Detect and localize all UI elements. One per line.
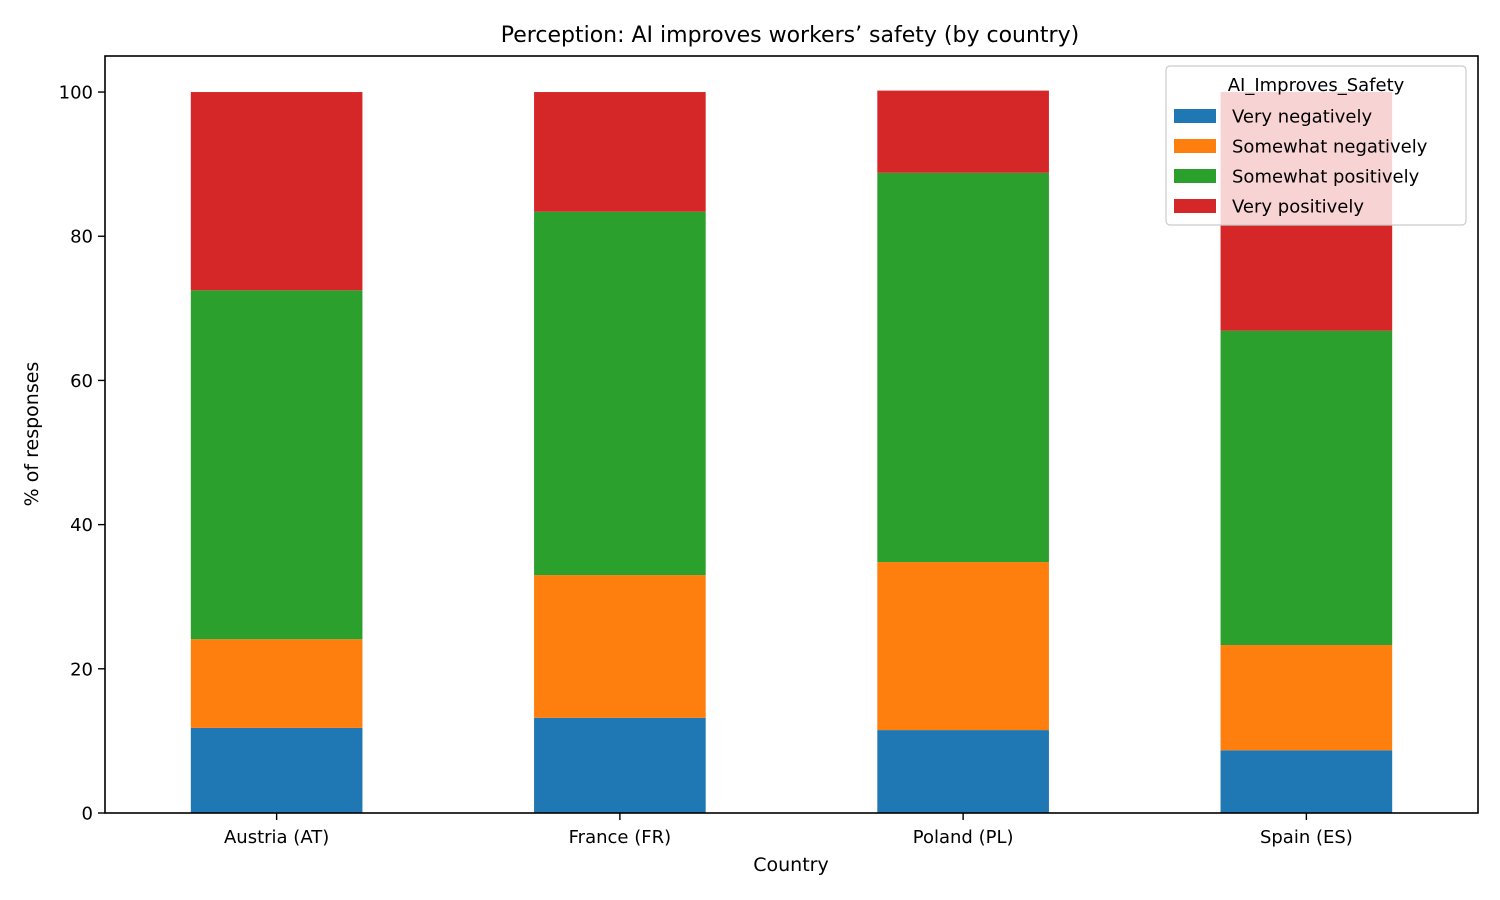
legend: AI_Improves_Safety Very negatively Somewh… [1165, 65, 1467, 226]
bar-segment [1220, 330, 1393, 646]
x-tick-label: France (FR) [569, 827, 671, 848]
legend-swatch [1174, 139, 1216, 153]
bar-segment [1220, 750, 1393, 813]
bar-segment [1220, 645, 1393, 751]
x-axis-label: Country [753, 854, 828, 876]
bar-segment [534, 717, 706, 813]
y-tick-label: 60 [70, 371, 93, 392]
y-tick-label: 0 [82, 804, 93, 825]
bar-segment [190, 727, 363, 813]
y-axis-label: % of responses [21, 362, 43, 507]
bar-segment [534, 92, 706, 212]
legend-items: Very negatively Somewhat negatively Somewh… [1174, 107, 1428, 218]
y-tick-label: 20 [70, 659, 93, 680]
y-tick-label: 40 [70, 515, 93, 536]
legend-swatch [1174, 169, 1216, 183]
legend-label: Very positively [1232, 197, 1364, 218]
x-axis: Austria (AT) France (FR) Poland (PL) Spain … [224, 813, 1353, 848]
bar-segment [190, 290, 363, 640]
y-tick-label: 80 [70, 227, 93, 248]
bar-segment [534, 575, 706, 718]
bar-segment [877, 562, 1049, 731]
legend-label: Somewhat negatively [1232, 137, 1428, 158]
legend-label: Somewhat positively [1232, 167, 1420, 188]
bar-segment [190, 92, 363, 291]
x-tick-label: Spain (ES) [1260, 827, 1353, 848]
y-tick-label: 100 [59, 83, 93, 104]
bar-segment [877, 172, 1049, 563]
plot-frame [104, 55, 1479, 814]
chart-title: Perception: AI improves workers’ safety … [501, 23, 1079, 48]
legend-swatch [1174, 109, 1216, 123]
bars-layer [190, 90, 1393, 813]
x-tick-label: Austria (AT) [224, 827, 329, 848]
bar-segment [877, 90, 1049, 173]
legend-swatch [1174, 199, 1216, 213]
x-tick-label: Poland (PL) [913, 827, 1014, 848]
legend-title: AI_Improves_Safety [1228, 75, 1405, 96]
y-axis: 0 20 40 60 80 100 [59, 83, 105, 825]
bar-segment [534, 211, 706, 576]
legend-label: Very negatively [1232, 107, 1372, 128]
bar-segment [877, 730, 1049, 813]
legend-box [1165, 65, 1467, 226]
bar-segment [190, 639, 363, 728]
